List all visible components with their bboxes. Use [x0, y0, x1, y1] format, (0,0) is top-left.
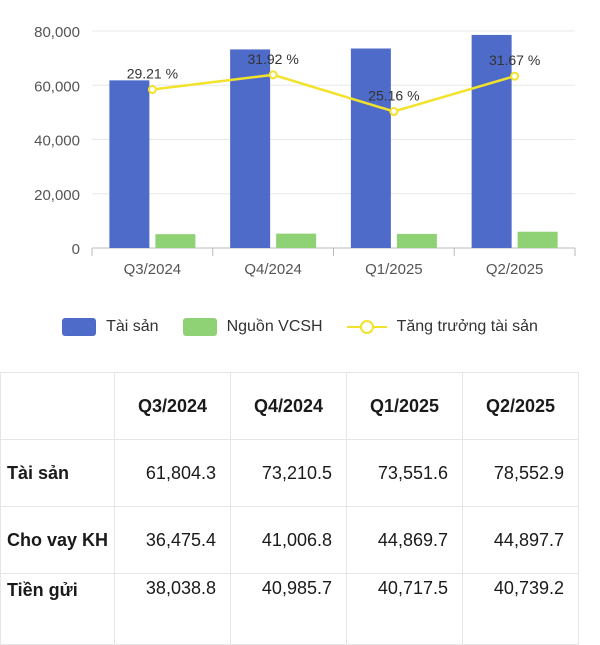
table-cell: 61,804.3	[114, 439, 231, 507]
legend-label-growth: Tăng trưởng tài sản	[396, 318, 538, 335]
table-cell: 41,006.8	[230, 506, 347, 574]
table-cell: 38,038.8	[114, 573, 231, 645]
growth-line	[152, 73, 515, 113]
bar-equity[interactable]	[517, 231, 558, 248]
legend-swatch-assets	[62, 318, 97, 336]
x-tick-label: Q3/2024	[124, 261, 182, 278]
table-cell: 78,552.9	[462, 439, 579, 507]
table-cell: 36,475.4	[114, 506, 231, 574]
legend-swatch-growth	[346, 318, 387, 336]
y-tick-label: 0	[72, 241, 80, 258]
chart-legend: Tài sản Nguồn VCSH Tăng trưởng tài sản	[0, 318, 600, 336]
legend-label-equity: Nguồn VCSH	[226, 318, 323, 335]
table-header-cell[interactable]: Q4/2024	[230, 372, 347, 440]
legend-label-assets: Tài sản	[106, 318, 159, 335]
table-cell: 73,210.5	[230, 439, 347, 507]
bar-assets[interactable]	[471, 34, 512, 248]
table-header-cell[interactable]: Q3/2024	[114, 372, 231, 440]
y-tick-label: 60,000	[34, 78, 80, 95]
growth-point[interactable]	[389, 107, 399, 117]
bar-equity[interactable]	[396, 233, 437, 248]
table-cell: 44,897.7	[462, 506, 579, 574]
bar-equity[interactable]	[276, 233, 317, 248]
x-tick-label: Q2/2025	[486, 261, 544, 278]
row-label: Tài sản	[0, 439, 115, 507]
table-header-cell[interactable]: Q2/2025	[462, 372, 579, 440]
growth-data-label: 31.92 %	[247, 51, 298, 67]
table-header-cell	[0, 372, 115, 440]
bar-equity[interactable]	[155, 234, 196, 248]
table-cell: 40,739.2	[462, 573, 579, 645]
table-cell: 73,551.6	[346, 439, 463, 507]
table-cell: 40,717.5	[346, 573, 463, 645]
growth-point[interactable]	[510, 71, 520, 81]
bar-assets[interactable]	[109, 80, 150, 248]
table-header-row: Q3/2024 Q4/2024 Q1/2025 Q2/2025	[0, 372, 579, 440]
y-tick-label: 20,000	[34, 187, 80, 204]
bar-assets[interactable]	[230, 49, 271, 248]
legend-item-equity[interactable]: Nguồn VCSH	[182, 318, 323, 336]
table-row: Tài sản 61,804.3 73,210.5 73,551.6 78,55…	[0, 439, 579, 507]
row-label: Tiền gửi	[0, 573, 115, 645]
table-header-cell[interactable]: Q1/2025	[346, 372, 463, 440]
data-table: Q3/2024 Q4/2024 Q1/2025 Q2/2025 Tài sản …	[0, 372, 579, 645]
growth-point[interactable]	[147, 85, 157, 95]
x-tick-label: Q4/2024	[244, 261, 302, 278]
legend-item-growth[interactable]: Tăng trưởng tài sản	[346, 318, 538, 336]
growth-data-label: 31.67 %	[489, 52, 540, 68]
x-tick-label: Q1/2025	[365, 261, 423, 278]
table-cell: 44,869.7	[346, 506, 463, 574]
y-tick-label: 40,000	[34, 133, 80, 150]
bar-assets[interactable]	[350, 48, 391, 248]
chart: 0 20,000 40,000 60,000 80,000 Q3/2024 Q4/2024 Q…	[34, 24, 576, 278]
table-row: Cho vay KH 36,475.4 41,006.8 44,869.7 44…	[0, 506, 579, 574]
table-row: Tiền gửi 38,038.8 40,985.7 40,717.5 40,7…	[0, 573, 579, 645]
growth-point[interactable]	[268, 70, 278, 80]
row-label: Cho vay KH	[0, 506, 115, 574]
legend-swatch-equity	[182, 318, 217, 336]
legend-item-assets[interactable]: Tài sản	[62, 318, 159, 336]
growth-data-label: 29.21 %	[127, 66, 178, 82]
table-cell: 40,985.7	[230, 573, 347, 645]
y-tick-label: 80,000	[34, 24, 80, 41]
growth-data-label: 25.16 %	[368, 88, 419, 104]
